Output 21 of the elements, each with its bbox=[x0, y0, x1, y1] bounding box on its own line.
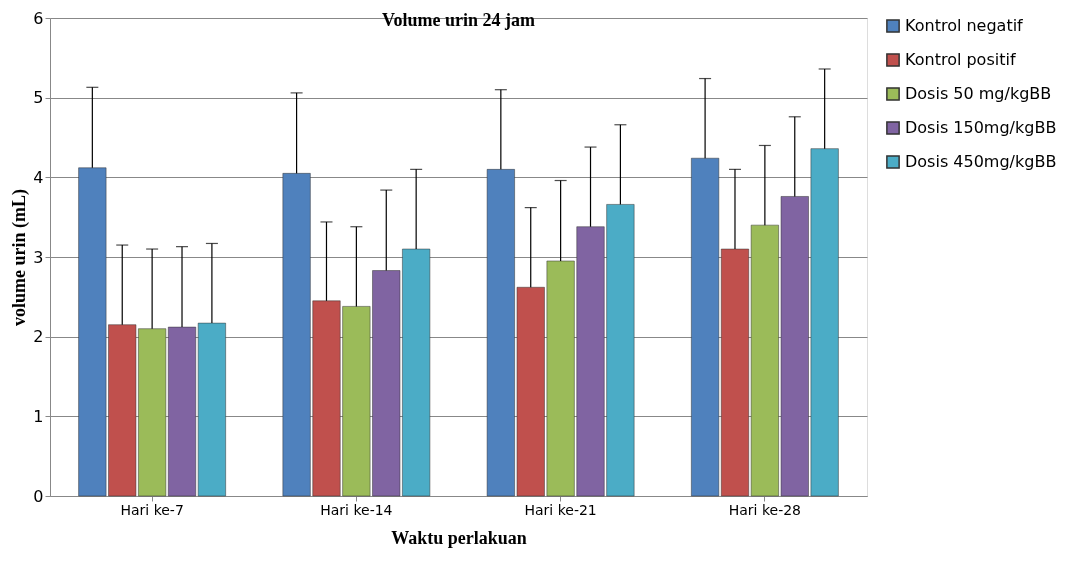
x-tick-label: Hari ke-14 bbox=[320, 501, 393, 518]
x-tick-label: Hari ke-7 bbox=[120, 501, 184, 518]
chart-title: Volume urin 24 jam bbox=[382, 10, 535, 30]
x-axis-title: Waktu perlakuan bbox=[391, 527, 527, 548]
y-tick-label: 4 bbox=[33, 167, 44, 187]
legend-label: Kontrol negatif bbox=[905, 16, 1024, 35]
y-tick-label: 3 bbox=[33, 247, 44, 267]
y-axis-title: volume urin (mL) bbox=[9, 189, 31, 326]
x-tick-label: Hari ke-21 bbox=[524, 501, 597, 518]
legend-label: Kontrol positif bbox=[905, 50, 1016, 69]
y-tick-label: 1 bbox=[33, 406, 44, 426]
y-tick-label: 6 bbox=[33, 8, 44, 28]
bar bbox=[691, 157, 720, 497]
legend-label: Dosis 50 mg/kgBB bbox=[905, 84, 1052, 103]
legend-label: Dosis 150mg/kgBB bbox=[905, 118, 1057, 137]
y-tick-label: 5 bbox=[33, 88, 44, 108]
legend-label: Dosis 450mg/kgBB bbox=[905, 152, 1057, 171]
y-tick-label: 0 bbox=[33, 486, 44, 506]
y-tick-label: 2 bbox=[33, 327, 44, 347]
x-tick-label: Hari ke-28 bbox=[728, 501, 802, 518]
bar bbox=[197, 322, 226, 497]
